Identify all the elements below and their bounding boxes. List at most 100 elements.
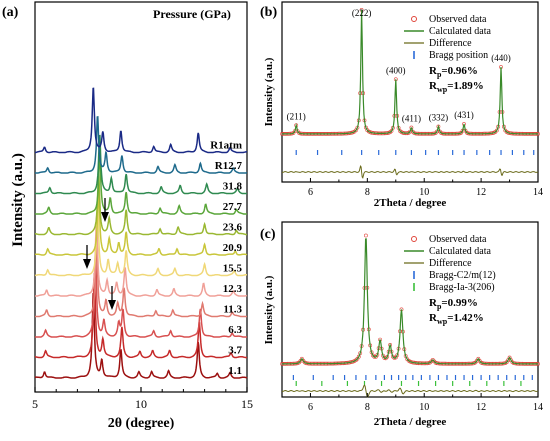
legend-item: Bragg position (413, 50, 488, 61)
pressure-label-R1atm: R1atm (210, 140, 242, 152)
legend-label: Observed data (429, 14, 487, 25)
bragg-ticks-bragg_positions_1 (292, 375, 533, 380)
rp-value: Rp=0.99% (429, 297, 478, 311)
trace-R12.7 (35, 115, 248, 174)
panel-a-x-axis: 5 10 15 (32, 387, 253, 411)
panel-a-pressure-labels: 1.1 3.7 6.3 11.3 12.3 15.5 20.9 23.6 27.7 31.8 R12… (210, 140, 242, 378)
panel-b-frame (281, 1, 539, 183)
legend-item: Observed data (411, 234, 487, 245)
legend-label: Calculated data (429, 26, 491, 37)
panel-b-plot: (211) (222) (400) (411) (332) (431) (440) (280, 7, 540, 179)
x-tick-label-10: 10 (419, 402, 429, 413)
trace-11.3 (35, 237, 247, 318)
x-tick-label-8: 8 (365, 402, 370, 413)
pressure-label-27.7: 27.7 (223, 201, 243, 213)
legend-label: Bragg-Ia-3(206) (429, 282, 495, 293)
legend-label: Difference (429, 258, 472, 269)
panel-a-traces (34, 87, 248, 379)
panel-c-xlabel: 2Theta / degree (374, 416, 447, 428)
bragg-ticks-bragg_positions_2 (295, 381, 522, 386)
panel-a-label: (a) (2, 5, 19, 20)
peak-label-(222): (222) (352, 8, 372, 18)
rp-subscript: p (437, 70, 442, 79)
x-tick-label-5: 5 (32, 397, 38, 411)
rwp-number: =1.89% (447, 80, 484, 92)
panel-b: (b) (211)(222)(400)(411) (332) (431)(440) … (260, 1, 543, 209)
peak-label-(400): (400) (386, 65, 406, 75)
legend-label: Calculated data (429, 246, 491, 257)
trace-12.3 (35, 216, 248, 297)
trace-27.7 (34, 153, 247, 215)
x-tick-label-12: 12 (476, 187, 486, 198)
pressure-label-1.1: 1.1 (228, 365, 242, 377)
pressure-label-31.8: 31.8 (223, 181, 243, 193)
legend-item: Difference (404, 38, 472, 49)
arrow-marker-2 (83, 245, 91, 269)
legend-item: Calculated data (404, 26, 491, 37)
panel-c-plot (280, 233, 540, 398)
arrow-marker-1 (101, 198, 109, 222)
legend-item: Observed data (411, 14, 487, 25)
x-tick-label-14: 14 (533, 187, 543, 198)
panel-a: (a) 1.1 3.7 6.3 11.3 12.3 15.5 20.9 23.6 27.7 31.… (2, 1, 253, 431)
x-tick-label-6: 6 (308, 402, 313, 413)
legend-label: Bragg position (429, 50, 488, 61)
observed-point (385, 354, 390, 359)
x-tick-label-15: 15 (241, 397, 253, 411)
panel-b-x-axis: 6 8 10 12 14 (281, 178, 543, 198)
trace-1.1 (34, 292, 248, 379)
rwp-subscript: wp (437, 85, 448, 94)
pressure-label-12.3: 12.3 (223, 283, 243, 295)
panel-c-label: (c) (260, 227, 276, 242)
panel-b-label: (b) (260, 5, 277, 20)
peak-label-(431): (431) (454, 110, 474, 120)
observed-point (356, 354, 361, 359)
trace-R1atm (35, 87, 247, 154)
rwp-value: Rwp=1.89% (429, 80, 484, 94)
observed-point (389, 129, 394, 133)
rwp-subscript: wp (437, 317, 448, 326)
rp-number: =0.96% (441, 65, 478, 77)
peak-label-(411): (411) (402, 114, 421, 124)
pressure-label-20.9: 20.9 (223, 242, 243, 254)
trace-6.3 (34, 254, 247, 338)
x-tick-label-14: 14 (533, 402, 543, 413)
observed-points (280, 233, 540, 366)
trace-23.6 (35, 170, 247, 236)
difference-curve (282, 164, 539, 179)
rwp-value: Rwp=1.42% (429, 312, 484, 326)
observed-point (494, 128, 499, 133)
legend-label: Bragg-C2/m(12) (429, 270, 496, 281)
peak-label-(332): (332) (429, 113, 449, 123)
legend-item: Bragg-C2/m(12) (413, 270, 496, 281)
trace-20.9 (34, 188, 248, 256)
panel-c-frame (281, 221, 539, 398)
legend-label: Observed data (429, 234, 487, 245)
trace-15.5 (34, 205, 247, 277)
legend-item: Bragg-Ia-3(206) (413, 282, 495, 293)
x-tick-label-12: 12 (476, 402, 486, 413)
legend-label: Difference (429, 38, 472, 49)
arrow-marker-3 (108, 286, 116, 310)
panel-a-ylabel: Intensity (a.u.) (10, 153, 26, 247)
pressure-label-R12.7: R12.7 (215, 160, 243, 172)
x-tick-label-10: 10 (419, 187, 429, 198)
pressure-label-6.3: 6.3 (228, 324, 242, 336)
pressure-label-23.6: 23.6 (223, 222, 243, 234)
panel-c-ylabel: Intensity (a.u.) (263, 275, 275, 344)
legend-item: Difference (404, 258, 472, 269)
difference-curve (281, 384, 539, 398)
trace-3.7 (35, 272, 247, 359)
legend-marker-observed (411, 16, 417, 22)
calculated-curve (282, 9, 538, 135)
x-tick-label-8: 8 (365, 187, 370, 198)
panel-a-title: Pressure (GPa) (153, 7, 231, 21)
peak-label-(440): (440) (491, 53, 511, 63)
panel-b-ylabel: Intensity (a.u.) (263, 57, 275, 126)
x-tick-label-6: 6 (308, 187, 313, 198)
panel-b-xlabel: 2Theta / degree (374, 197, 447, 209)
